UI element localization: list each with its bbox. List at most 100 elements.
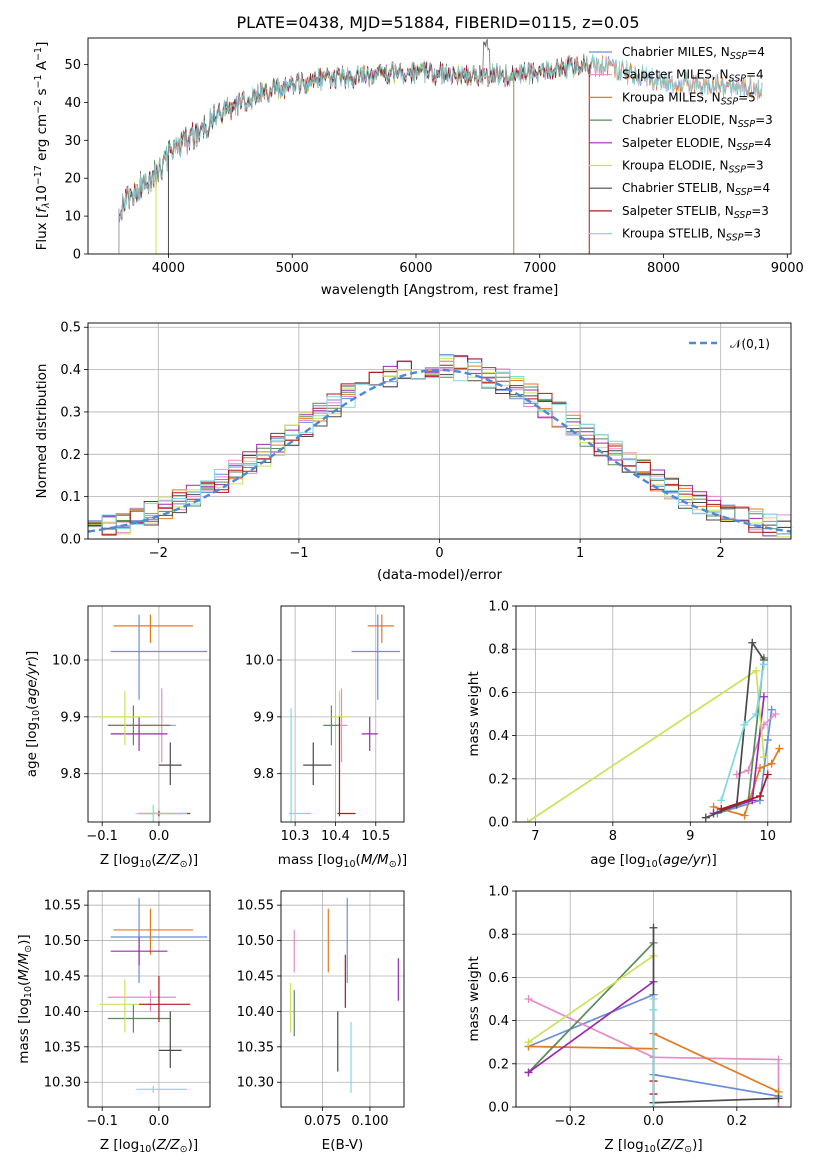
x-tick-label: 0.100 — [351, 1114, 388, 1129]
legend-label: Chabrier MILES, NSSP=4 — [622, 45, 765, 62]
weight-marker — [756, 792, 765, 801]
x-axis-label: wavelength [Angstrom, rest frame] — [321, 282, 559, 298]
y-tick-label: 10.45 — [44, 969, 81, 984]
x-tick-label: −0.2 — [554, 1114, 586, 1129]
weight-marker — [524, 1038, 533, 1047]
x-axis-label: Z [log10(Z/Z⊙)] — [604, 1137, 702, 1155]
y-axis-label: Flux [fλ10−17 erg cm−2 s−1 A−1] — [33, 42, 52, 251]
weight-line — [736, 713, 777, 776]
weight-marker — [752, 666, 761, 675]
weight-line — [720, 664, 765, 801]
weight-marker — [759, 660, 768, 669]
x-tick-label: 4000 — [152, 261, 185, 276]
x-tick-label: 8 — [609, 829, 617, 844]
y-tick-label: 0.2 — [488, 772, 509, 787]
legend-label: Chabrier ELODIE, NSSP=3 — [622, 113, 773, 130]
weight-line — [717, 709, 773, 815]
y-axis-label: mass [log10(M/M⊙)] — [16, 934, 34, 1063]
x-tick-label: 9 — [686, 829, 694, 844]
x-tick-label: −0.1 — [86, 829, 118, 844]
weight-marker — [748, 638, 757, 647]
y-tick-label: 10.0 — [52, 654, 81, 669]
age-vs-mass-panel: 10.3 10.4 10.5 9.8 9.9 10.0 mass [log10(M/M⊙)] — [245, 605, 407, 870]
y-tick-label: 0.0 — [488, 1101, 509, 1116]
legend: Chabrier MILES, NSSP=4 Salpeter MILES, NS… — [589, 45, 773, 244]
y-tick-label: 0.0 — [60, 533, 81, 548]
y-tick-label: 10.50 — [44, 934, 81, 949]
legend-label: Salpeter MILES, NSSP=4 — [622, 68, 764, 85]
y-axis-label: mass weight — [466, 671, 482, 756]
x-tick-label: 6000 — [399, 261, 432, 276]
y-tick-label: 0.3 — [60, 405, 81, 420]
error-bars — [99, 614, 208, 822]
y-tick-label: 10.0 — [245, 654, 274, 669]
y-tick-label: 30 — [64, 134, 81, 149]
x-tick-label: 5000 — [276, 261, 309, 276]
weight-marker — [774, 1055, 783, 1064]
y-tick-label: 10.55 — [237, 899, 274, 914]
x-tick-label: −0.1 — [86, 1114, 118, 1129]
weight-vs-age-panel: 7 8 9 10 0.0 0.2 0.4 0.6 0.8 1.0 age [log10(age/yr… — [466, 600, 792, 870]
age-vs-z-panel: −0.1 0.0 9.8 9.9 10.0 Z [log10(Z/Z⊙)] age [log… — [24, 605, 211, 870]
y-axis-label: Normed distribution — [34, 364, 50, 499]
x-tick-label: 2 — [717, 546, 725, 561]
y-tick-label: 40 — [64, 96, 81, 111]
error-bars — [289, 614, 400, 822]
x-axis-label: mass [log10(M/M⊙)] — [278, 852, 407, 870]
axes-frame — [87, 890, 211, 1108]
y-tick-label: 10 — [64, 210, 81, 225]
weight-marker — [523, 818, 532, 822]
y-tick-label: 0.2 — [60, 448, 81, 463]
figure-title: PLATE=0438, MJD=51884, FIBERID=0115, z=0… — [236, 13, 639, 32]
y-tick-label: 0.4 — [488, 729, 509, 744]
legend-label: Salpeter STELIB, NSSP=3 — [622, 204, 769, 221]
axes-frame — [515, 890, 792, 1108]
x-tick-label: 9000 — [771, 261, 804, 276]
y-tick-label: 10.55 — [44, 899, 81, 914]
y-tick-label: 1.0 — [488, 600, 509, 615]
weight-marker — [649, 1103, 658, 1107]
weight-marker — [775, 744, 784, 753]
weight-marker — [649, 995, 658, 1003]
weight-marker — [759, 692, 768, 701]
weight-lines — [524, 923, 783, 1107]
weight-lines — [523, 638, 784, 822]
y-tick-label: 10.30 — [237, 1076, 274, 1091]
y-tick-label: 1.0 — [488, 885, 509, 900]
y-tick-label: 10.45 — [237, 969, 274, 984]
weight-marker — [701, 813, 710, 822]
x-tick-label: 0.0 — [643, 1114, 664, 1129]
y-tick-label: 9.8 — [60, 767, 81, 782]
x-tick-label: −1 — [289, 546, 308, 561]
y-tick-label: 0.4 — [488, 1014, 509, 1029]
weight-marker — [763, 770, 772, 779]
axes-frame — [280, 605, 405, 823]
y-tick-label: 9.8 — [253, 767, 274, 782]
weight-marker — [524, 995, 533, 1003]
weight-marker — [767, 705, 776, 714]
y-tick-label: 0.8 — [488, 928, 509, 943]
x-tick-label: 10.4 — [321, 829, 350, 844]
x-tick-label: 0.0 — [149, 829, 170, 844]
y-tick-label: 10.35 — [237, 1040, 274, 1055]
weight-marker — [752, 710, 761, 718]
x-axis-label: Z [log10(Z/Z⊙)] — [100, 852, 198, 870]
x-tick-label: −2 — [149, 546, 168, 561]
residual-panel: −2 −1 0 1 2 0.0 0.1 0.2 0.3 0.4 0.5 (data-model)/er… — [34, 321, 792, 583]
weight-vs-z-panel: −0.2 0.0 0.2 0.0 0.2 0.4 0.6 0.8 1.0 Z [log10(Z/Z… — [466, 885, 792, 1155]
y-tick-label: 0.1 — [60, 490, 81, 505]
weight-marker — [717, 805, 726, 814]
x-tick-label: 0.075 — [304, 1114, 341, 1129]
y-tick-label: 0.6 — [488, 971, 509, 986]
histogram-step — [88, 355, 791, 538]
weight-marker — [767, 759, 776, 768]
x-tick-label: 0.0 — [149, 1114, 170, 1129]
y-tick-label: 10.40 — [237, 1005, 274, 1020]
y-tick-label: 20 — [64, 172, 81, 187]
y-tick-label: 10.40 — [44, 1005, 81, 1020]
x-axis-label: Z [log10(Z/Z⊙)] — [100, 1137, 198, 1155]
y-tick-label: 50 — [64, 58, 81, 73]
spectrum-lines — [118, 38, 763, 254]
y-tick-label: 0.4 — [60, 363, 81, 378]
